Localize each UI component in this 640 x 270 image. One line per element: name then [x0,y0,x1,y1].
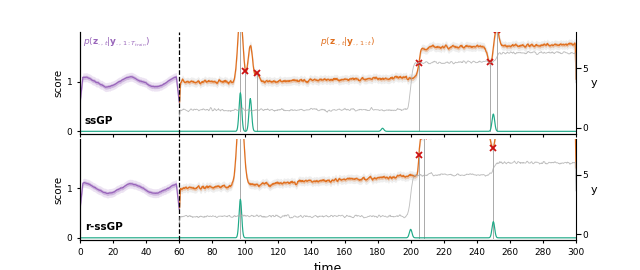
Y-axis label: y: y [590,78,597,88]
X-axis label: time: time [314,262,342,270]
Y-axis label: score: score [54,176,64,204]
Text: $p(\mathbf{z}_{.,t}|\mathbf{y}_{.,1:T_{train}})$: $p(\mathbf{z}_{.,t}|\mathbf{y}_{.,1:T_{t… [83,35,150,49]
Y-axis label: y: y [590,185,597,195]
Text: r-ssGP: r-ssGP [85,222,123,232]
Text: ssGP: ssGP [85,116,113,126]
Text: $p(\mathbf{z}_{.,t}|\mathbf{y}_{.,1:t})$: $p(\mathbf{z}_{.,t}|\mathbf{y}_{.,1:t})$ [320,35,375,48]
Y-axis label: score: score [54,69,64,97]
